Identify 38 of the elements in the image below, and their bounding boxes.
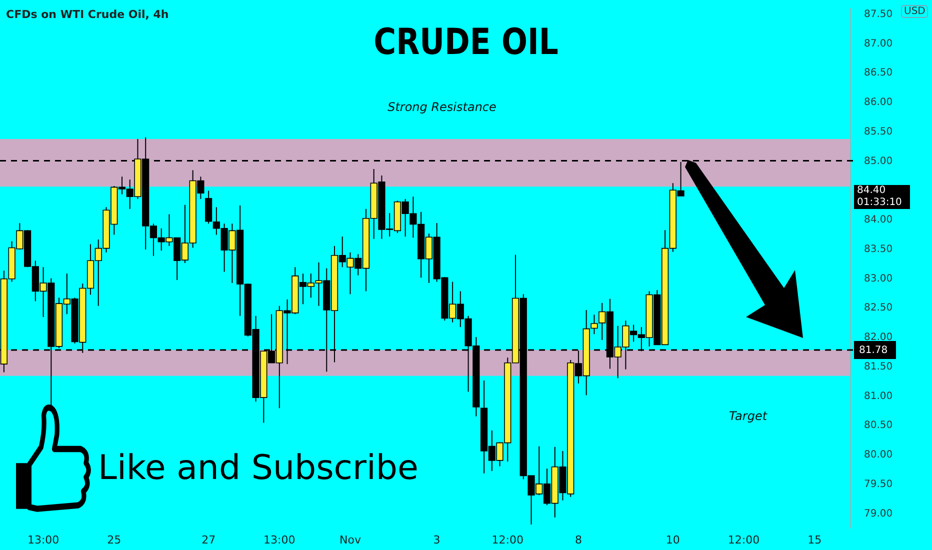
band-label: Target (728, 408, 768, 423)
band-label: Strong Resistance (388, 100, 496, 114)
y-tick-label: 80.50 (864, 420, 893, 432)
y-tick-label: 81.50 (864, 361, 893, 372)
x-tick-label: 13:00 (27, 534, 60, 546)
x-tick-label: Nov (339, 534, 362, 546)
annotation: Like and Subscribe (98, 448, 418, 488)
chart-title: CRUDE OIL (372, 22, 560, 63)
y-tick-label: 79.50 (864, 478, 893, 490)
y-tick-label: 82.50 (864, 302, 893, 314)
y-tick-label: 87.50 (864, 8, 893, 20)
x-tick-label: 3 (433, 534, 440, 546)
x-tick-label: 8 (574, 534, 582, 546)
y-tick-label: 86.00 (864, 97, 893, 108)
x-tick-label: 12:00 (492, 534, 524, 546)
x-tick-label: 12:00 (728, 534, 760, 546)
ref-line-label: 81.78 (859, 344, 888, 356)
x-tick-label: 27 (202, 534, 216, 546)
text: 01:33:10 (854, 197, 910, 209)
y-tick-label: 85.50 (864, 126, 893, 138)
x-tick-label: 13:00 (264, 534, 296, 546)
y-tick-label: 79.00 (864, 508, 893, 520)
y-tick-label: 85.00 (864, 156, 893, 167)
y-tick-label: 83.00 (864, 273, 893, 284)
y-tick-label: 86.50 (864, 68, 893, 79)
x-tick-label: 15 (808, 534, 822, 546)
y-tick-label: 87.00 (864, 38, 893, 50)
text: 84.40 (854, 185, 910, 197)
candlestick (205, 190, 212, 224)
y-tick-label: 80.00 (864, 450, 893, 461)
y-tick-label: 84.00 (864, 214, 893, 226)
y-tick-label: 83.50 (864, 244, 893, 255)
x-tick-label: 25 (107, 534, 122, 546)
x-tick-label: 10 (666, 534, 680, 546)
chart-subtitle: CFDs on WTI Crude Oil, 4h (6, 8, 169, 21)
text: USD (901, 5, 928, 18)
y-tick-label: 81.00 (864, 390, 893, 402)
y-tick-label: 82.00 (864, 332, 893, 344)
